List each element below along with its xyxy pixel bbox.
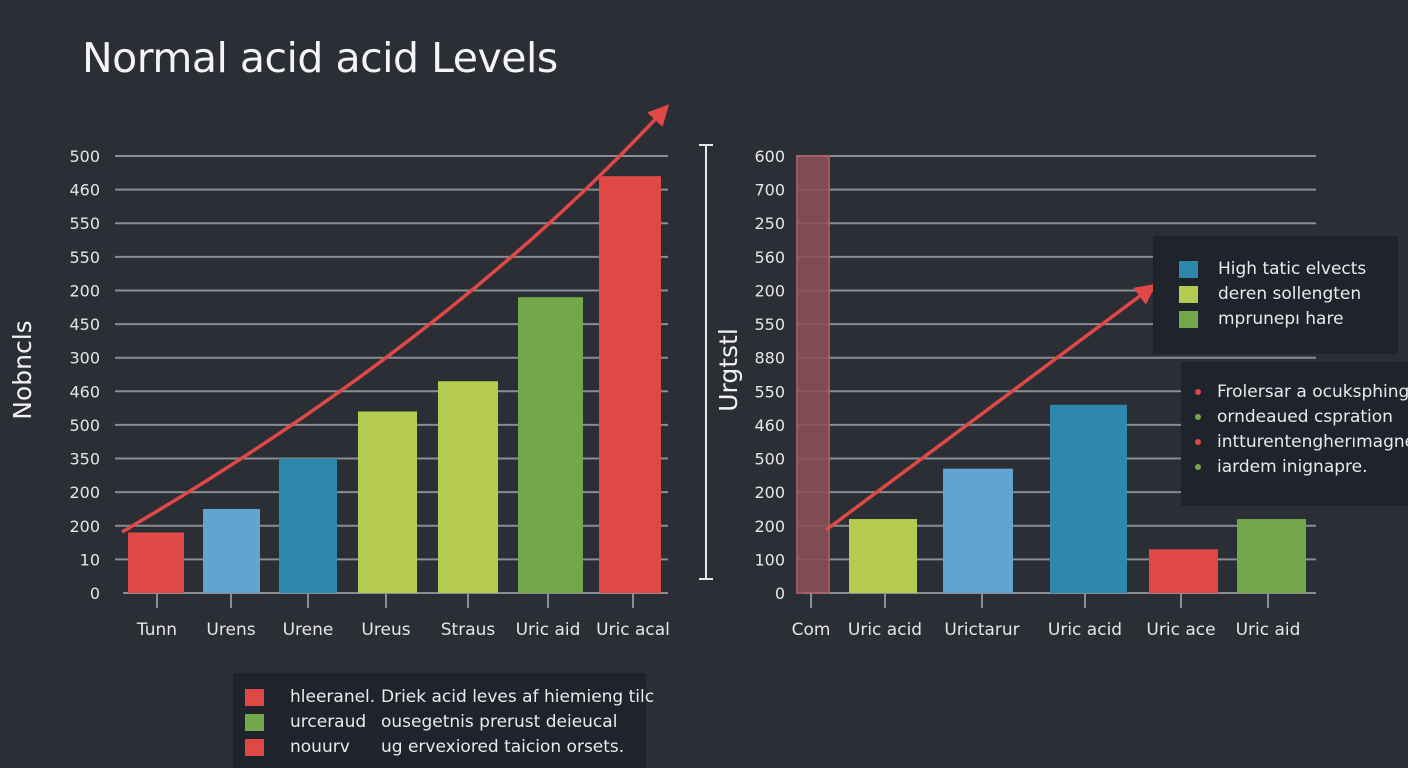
legend-label: mprunepı hare	[1218, 309, 1344, 329]
bar	[1149, 549, 1218, 593]
y-tick-label: 560	[754, 248, 785, 267]
bar	[203, 508, 260, 593]
bar	[128, 532, 184, 593]
y-tick-label: 550	[754, 382, 785, 401]
note-bullet	[1195, 439, 1201, 445]
category-label: Uric acal	[596, 620, 670, 640]
bar	[943, 468, 1013, 593]
legend-label: High tatic elvects	[1218, 259, 1367, 279]
y-tick-label: 450	[69, 315, 100, 334]
legend-swatch	[245, 713, 264, 731]
legend-swatch	[245, 688, 264, 706]
bottom-legend-row: hleeranel. Driek acid leves af hiemieng …	[245, 687, 654, 707]
y-tick-label: 550	[69, 214, 100, 233]
legend-label: deren sollengten	[1218, 284, 1362, 304]
legend-key: hleeranel.	[290, 687, 376, 707]
page-title: Normal acid acid Levels	[82, 34, 558, 82]
note-item: Frolersar a ocuksphing	[1195, 382, 1408, 402]
y-tick-label: 0	[775, 584, 785, 603]
note-bullet	[1195, 464, 1201, 470]
bar	[279, 458, 337, 593]
y-tick-label: 0	[90, 584, 100, 603]
series-legend: High tatic elvects deren sollengten mpru…	[1153, 236, 1398, 354]
y-tick-label: 460	[69, 382, 100, 401]
category-label: Urictarur	[944, 620, 1019, 640]
note-bullet	[1195, 414, 1201, 420]
note-item: intturentengherımagne	[1195, 432, 1408, 452]
y-tick-label: 200	[754, 517, 785, 536]
legend-text: Driek acid leves af hiemieng tilc	[381, 687, 655, 707]
y-tick-label: 600	[754, 147, 785, 166]
y-tick-label: 350	[69, 450, 100, 469]
category-label: Urens	[206, 620, 255, 640]
note-label: iardem inignapre.	[1217, 457, 1368, 477]
bar	[438, 381, 498, 593]
legend-item: High tatic elvects	[1179, 259, 1366, 279]
bottom-legend: hleeranel. Driek acid leves af hiemieng …	[233, 673, 654, 768]
y-tick-label: 460	[69, 181, 100, 200]
legend-swatch	[245, 738, 264, 756]
y-tick-label: 200	[69, 517, 100, 536]
y-tick-label: 500	[754, 450, 785, 469]
y-tick-label: 500	[69, 147, 100, 166]
bar	[849, 519, 917, 593]
y-tick-label: 880	[754, 349, 785, 368]
y-tick-label: 550	[69, 248, 100, 267]
legend-swatch	[1179, 310, 1198, 328]
category-label: Urene	[283, 620, 334, 640]
trend-arrow	[824, 283, 1157, 532]
bar	[518, 297, 583, 593]
y-tick-label: 10	[80, 550, 100, 569]
category-label: Tunn	[136, 620, 177, 640]
note-label: Frolersar a ocuksphing	[1217, 382, 1408, 402]
y-tick-label: 500	[69, 416, 100, 435]
legend-key: urceraud	[290, 712, 367, 732]
category-label: Uric acid	[848, 620, 922, 640]
category-label: Uric ace	[1146, 620, 1215, 640]
category-label: Straus	[441, 620, 496, 640]
note-label: orndeaued cspration	[1217, 407, 1393, 427]
y-tick-label: 250	[754, 214, 785, 233]
legend-key: nouurv	[290, 737, 350, 757]
y-axis-label: Nobncls	[8, 320, 37, 419]
legend-swatch	[1179, 260, 1198, 278]
y-tick-label: 700	[754, 181, 785, 200]
bottom-legend-row: urceraud ousegetnis prerust deieucal	[245, 712, 617, 732]
legend-swatch	[1179, 285, 1198, 303]
note-bullet	[1195, 389, 1201, 395]
bar	[358, 411, 417, 593]
note-item: iardem inignapre.	[1195, 457, 1368, 477]
y-tick-label: 460	[754, 416, 785, 435]
notes-legend: Frolersar a ocuksphing orndeaued csprati…	[1181, 362, 1408, 506]
legend-item: deren sollengten	[1179, 284, 1361, 304]
bar	[1050, 404, 1127, 593]
y-tick-label: 200	[754, 281, 785, 300]
y-tick-label: 200	[69, 281, 100, 300]
y-tick-label: 550	[754, 315, 785, 334]
y-tick-label: 200	[754, 483, 785, 502]
y-tick-label: 200	[69, 483, 100, 502]
legend-item: mprunepı hare	[1179, 309, 1344, 329]
legend-text: ug ervexiored taicion orsets.	[381, 737, 625, 757]
note-label: intturentengherımagne	[1217, 432, 1408, 452]
background-bar	[796, 155, 830, 594]
y-axis-label: Urgtstl	[714, 328, 743, 412]
bottom-legend-row: nouurv ug ervexiored taicion orsets.	[245, 737, 624, 757]
y-tick-label: 100	[754, 550, 785, 569]
category-label: Uric acid	[1048, 620, 1122, 640]
category-label: Ureus	[361, 620, 410, 640]
category-label: Uric aid	[1236, 620, 1301, 640]
bar	[1237, 519, 1306, 593]
bar	[599, 176, 661, 593]
note-item: orndeaued cspration	[1195, 407, 1393, 427]
category-label: Com	[792, 620, 831, 640]
legend-text: ousegetnis prerust deieucal	[381, 712, 618, 732]
category-label: Uric aid	[516, 620, 581, 640]
trend-arrow	[121, 104, 670, 534]
y-tick-label: 300	[69, 349, 100, 368]
